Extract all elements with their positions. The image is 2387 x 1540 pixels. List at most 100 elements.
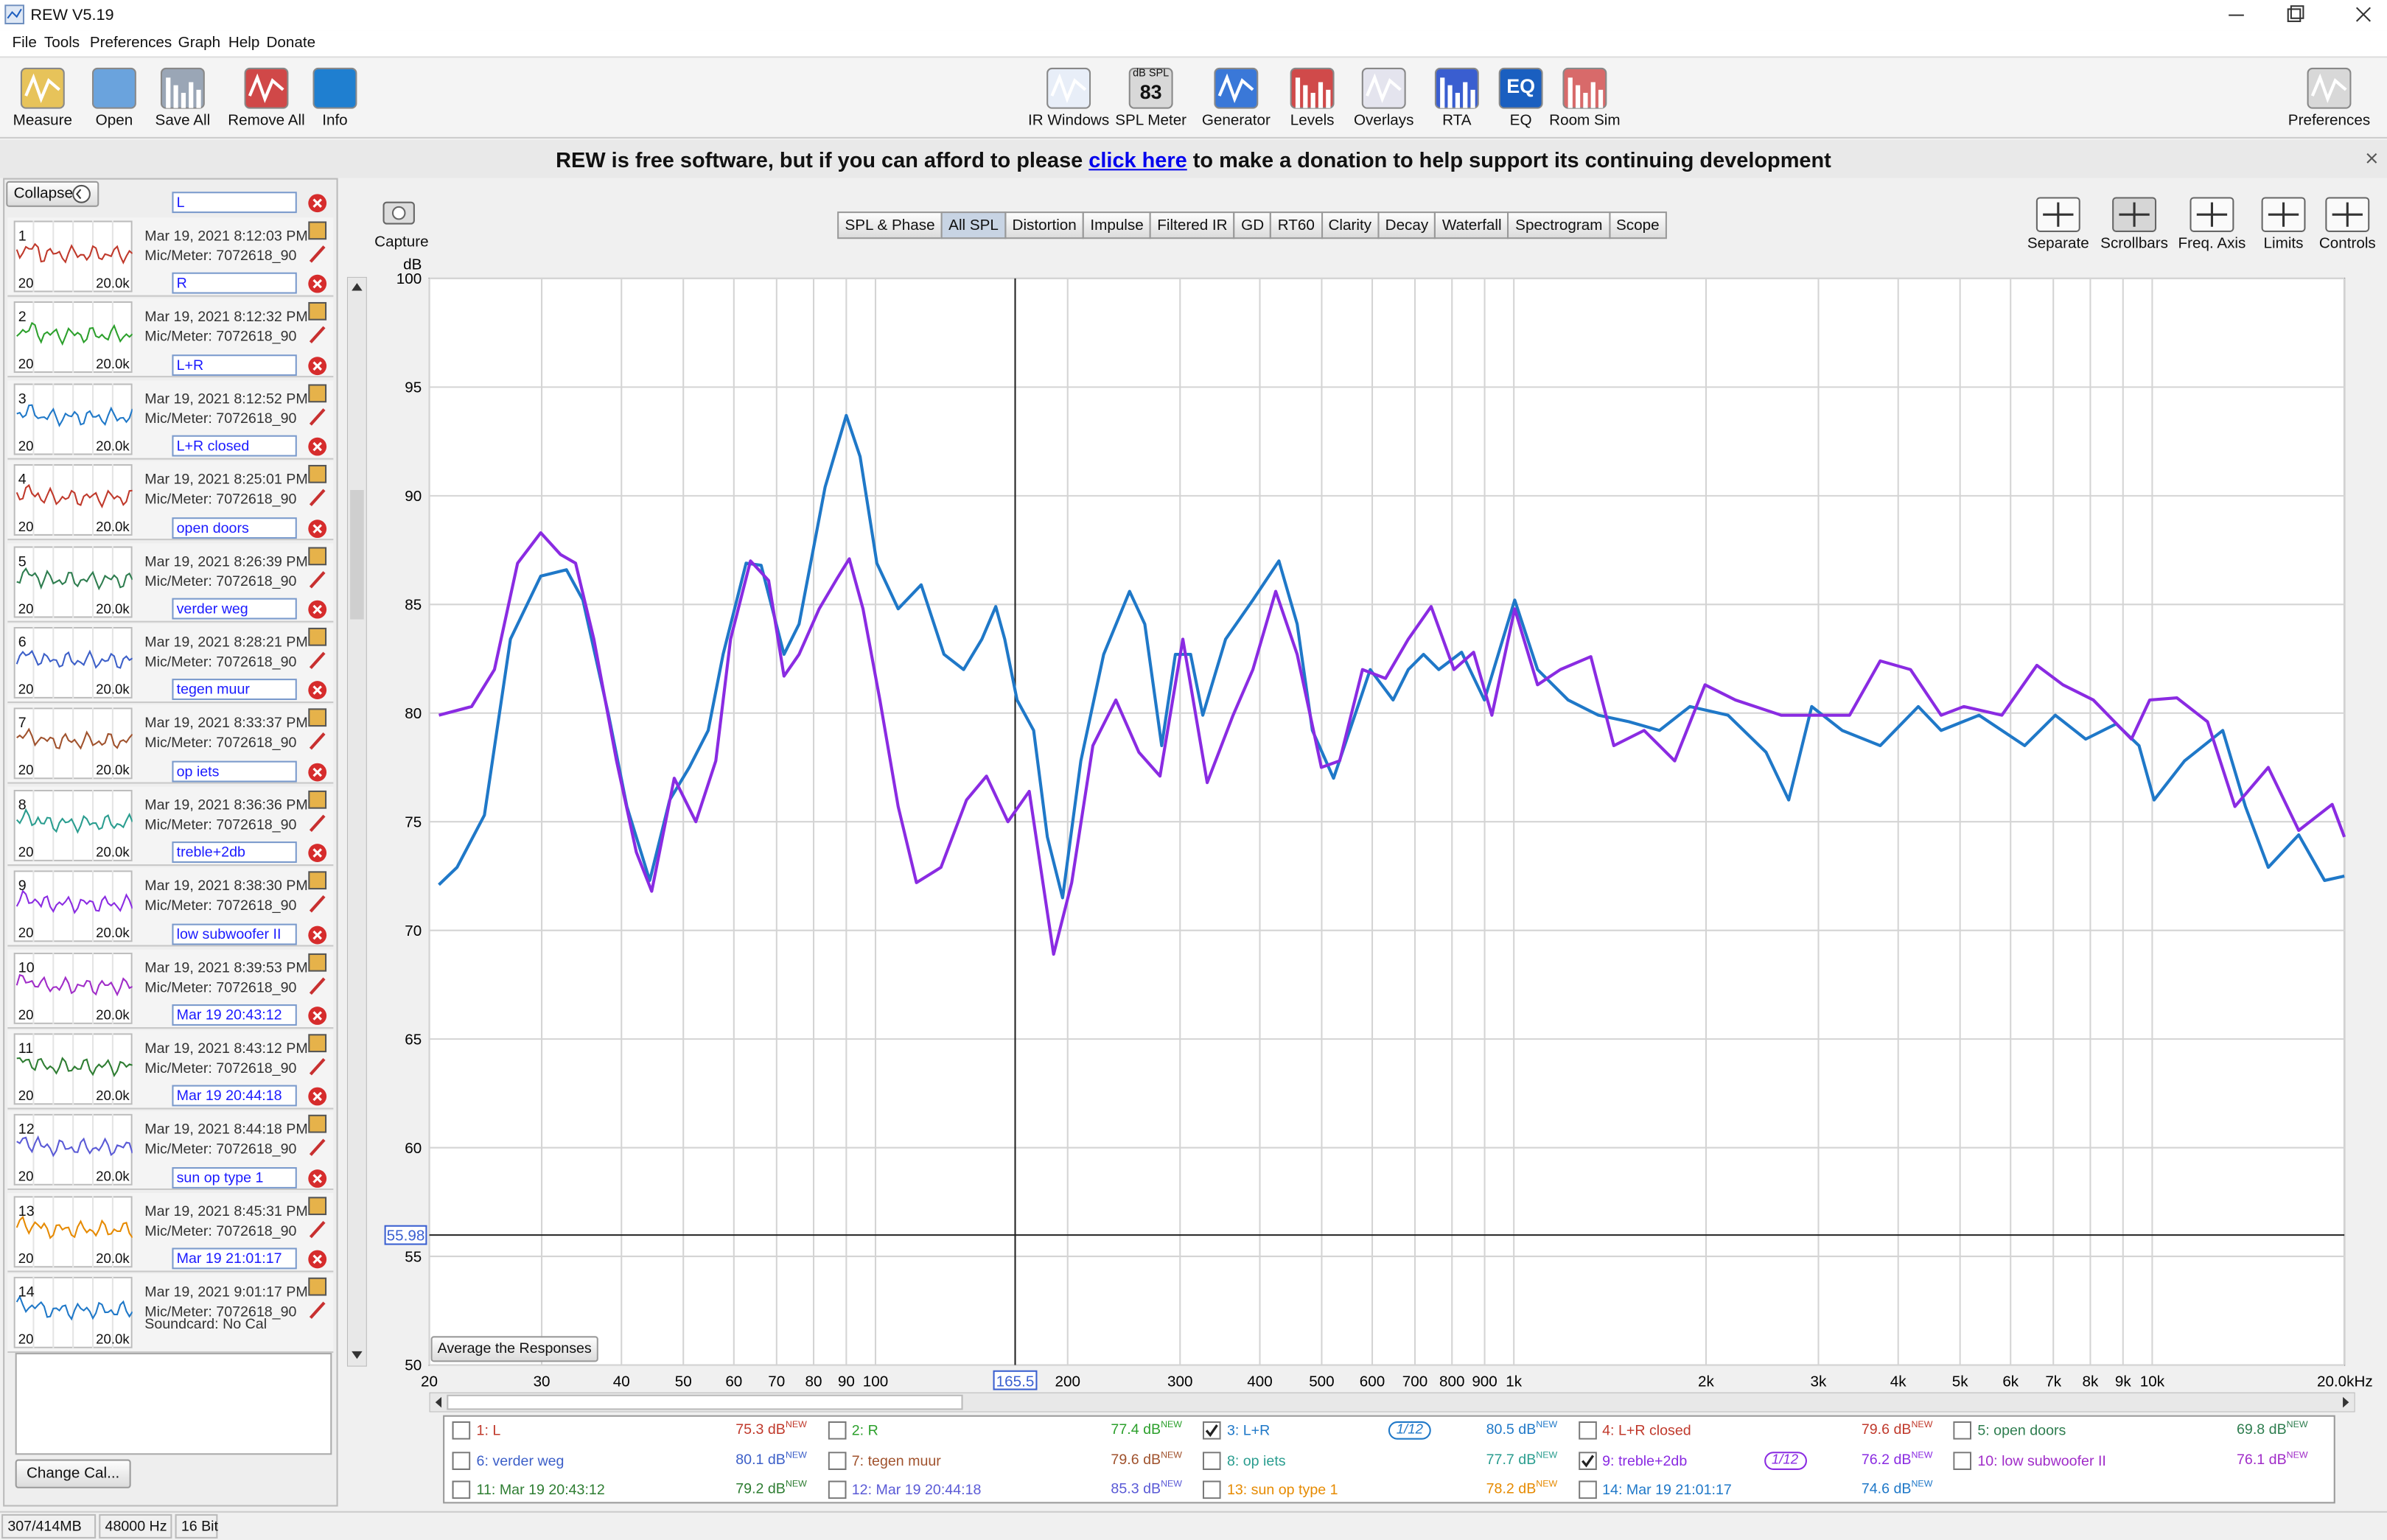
graph-tool-icon[interactable] <box>2259 195 2307 234</box>
legend-label[interactable]: 11: Mar 19 20:43:12 <box>476 1482 605 1499</box>
delete-button[interactable] <box>307 275 327 295</box>
legend-label[interactable]: 7: tegen muur <box>851 1452 941 1469</box>
name-field[interactable]: op iets <box>172 760 297 783</box>
graph-tab[interactable]: Filtered IR <box>1149 211 1235 239</box>
legend-checkbox[interactable] <box>1578 1451 1596 1469</box>
measurement-tools[interactable] <box>307 1277 329 1323</box>
toolbar-icon[interactable] <box>2304 66 2353 111</box>
toolbar-label[interactable]: Info <box>322 112 348 130</box>
name-field[interactable]: sun op type 1 <box>172 1166 297 1189</box>
legend-label[interactable]: 5: open doors <box>1977 1422 2066 1440</box>
name-field[interactable]: verder weg <box>172 598 297 620</box>
toolbar-label[interactable]: Room Sim <box>1549 112 1621 130</box>
toolbar-icon[interactable] <box>1127 66 1175 111</box>
smoothing-badge[interactable]: 1/12 <box>1388 1421 1431 1440</box>
graph-tab[interactable]: Distortion <box>1004 211 1085 239</box>
graph-tab[interactable]: RT60 <box>1270 211 1323 239</box>
delete-button[interactable] <box>307 925 327 945</box>
name-field[interactable]: tegen muur <box>172 679 297 701</box>
legend-label[interactable]: 9: treble+2db <box>1602 1452 1688 1469</box>
delete-button[interactable] <box>307 193 327 213</box>
measurement-tools[interactable] <box>307 1196 329 1242</box>
graph-tool-label[interactable]: Scrollbars <box>2100 236 2169 253</box>
collapse-icon[interactable] <box>71 184 91 204</box>
delete-button[interactable] <box>307 681 327 701</box>
banner-close[interactable] <box>2364 150 2380 166</box>
graph-tab[interactable]: Impulse <box>1083 211 1152 239</box>
menu-item[interactable]: Donate <box>266 35 316 52</box>
legend-checkbox[interactable] <box>1953 1451 1972 1469</box>
delete-button[interactable] <box>307 762 327 782</box>
graph-tab[interactable]: Clarity <box>1321 211 1380 239</box>
measurement-tools[interactable] <box>307 871 329 917</box>
legend-label[interactable]: 2: R <box>851 1422 878 1440</box>
toolbar-icon[interactable] <box>1044 66 1093 111</box>
plot-scrollbar[interactable] <box>429 1392 2355 1413</box>
name-field[interactable]: open doors <box>172 517 297 539</box>
name-field[interactable]: Mar 19 20:43:12 <box>172 1004 297 1026</box>
graph-tool-label[interactable]: Limits <box>2263 236 2304 253</box>
legend-checkbox[interactable] <box>1578 1421 1596 1440</box>
legend-label[interactable]: 6: verder weg <box>476 1452 565 1469</box>
name-field[interactable]: treble+2db <box>172 841 297 864</box>
toolbar-label[interactable]: EQ <box>1509 112 1532 130</box>
toolbar-icon[interactable] <box>1360 66 1408 111</box>
legend-checkbox[interactable] <box>452 1451 471 1469</box>
menu-item[interactable]: File <box>12 35 37 52</box>
legend-label[interactable]: 10: low subwoofer II <box>1977 1452 2106 1469</box>
toolbar-icon[interactable] <box>1560 66 1609 111</box>
name-field[interactable]: L <box>172 192 297 214</box>
banner-link[interactable]: click here <box>1088 147 1187 172</box>
toolbar-label[interactable]: Preferences <box>2288 112 2371 130</box>
toolbar-icon[interactable] <box>1497 66 1545 111</box>
legend-checkbox[interactable] <box>452 1480 471 1499</box>
toolbar-label[interactable]: Levels <box>1290 112 1335 130</box>
toolbar-icon[interactable] <box>18 66 67 111</box>
name-field[interactable]: R <box>172 273 297 295</box>
toolbar-label[interactable]: SPL Meter <box>1115 112 1187 130</box>
measurement-tools[interactable] <box>307 464 329 510</box>
measurement-tools[interactable] <box>307 546 329 592</box>
legend-label[interactable]: 4: L+R closed <box>1602 1422 1691 1440</box>
delete-button[interactable] <box>307 1006 327 1026</box>
graph-tool-icon[interactable] <box>2034 195 2083 234</box>
graph-tab[interactable]: Scope <box>1608 211 1667 239</box>
smoothing-badge[interactable]: 1/12 <box>1764 1451 1806 1469</box>
graph-tab[interactable]: Spectrogram <box>1507 211 1610 239</box>
graph-tool-icon[interactable] <box>2323 195 2372 234</box>
measurement-tools[interactable] <box>307 789 329 835</box>
graph-tool-label[interactable]: Controls <box>2318 236 2376 253</box>
graph-tool-label[interactable]: Freq. Axis <box>2178 236 2246 253</box>
average-button[interactable]: Average the Responses <box>430 1336 598 1362</box>
measurement-tools[interactable] <box>307 952 329 998</box>
measurement-tools[interactable] <box>307 220 329 266</box>
measurement-tools[interactable] <box>307 708 329 754</box>
legend-label[interactable]: 3: L+R <box>1226 1422 1271 1440</box>
toolbar-label[interactable]: Measure <box>13 112 73 130</box>
delete-button[interactable] <box>307 844 327 864</box>
toolbar-icon[interactable] <box>310 66 359 111</box>
measurement-tools[interactable] <box>307 383 329 429</box>
legend-checkbox[interactable] <box>1202 1480 1221 1499</box>
delete-button[interactable] <box>307 1169 327 1189</box>
legend-checkbox[interactable] <box>827 1421 846 1440</box>
toolbar-icon[interactable] <box>1288 66 1337 111</box>
legend-label[interactable]: 8: op iets <box>1226 1452 1286 1469</box>
menu-item[interactable]: Tools <box>43 35 80 52</box>
graph-tool-icon[interactable] <box>2187 195 2236 234</box>
delete-button[interactable] <box>307 1087 327 1107</box>
change-cal-button[interactable]: Change Cal... <box>15 1459 131 1488</box>
measurement-tools[interactable] <box>307 1115 329 1161</box>
legend-label[interactable]: 1: L <box>476 1422 501 1440</box>
legend-checkbox[interactable] <box>1202 1421 1221 1440</box>
legend-checkbox[interactable] <box>827 1451 846 1469</box>
legend-checkbox[interactable] <box>1202 1451 1221 1469</box>
name-field[interactable]: Mar 19 21:01:17 <box>172 1247 297 1270</box>
toolbar-label[interactable]: Overlays <box>1353 112 1414 130</box>
name-field[interactable]: L+R closed <box>172 435 297 457</box>
name-field[interactable]: L+R <box>172 354 297 376</box>
panel-scrollbar[interactable] <box>346 276 367 1367</box>
graph-tab[interactable]: All SPL <box>940 211 1007 239</box>
legend-label[interactable]: 13: sun op type 1 <box>1226 1482 1338 1499</box>
measurement-tools[interactable] <box>307 302 329 348</box>
